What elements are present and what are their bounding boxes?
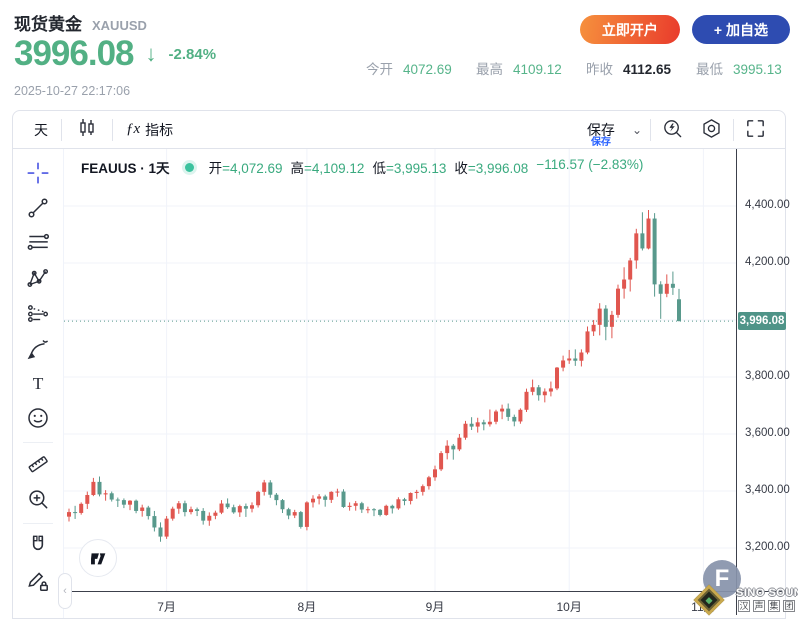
- time-axis-label: 10月: [556, 600, 582, 614]
- candlestick-style-icon: [75, 116, 99, 143]
- stat-high: 最高 4109.12: [476, 62, 562, 77]
- toolbar-divider: [61, 118, 62, 141]
- svg-text:T: T: [33, 374, 44, 393]
- time-axis-border: [64, 591, 787, 592]
- sidebar-tool-zoom-in[interactable]: [19, 483, 57, 518]
- sidebar-tool-crosshair[interactable]: [19, 157, 57, 192]
- legend-symbol: FEAUUS · 1天: [81, 161, 170, 176]
- time-axis-label: 7月: [157, 600, 176, 614]
- current-price-badge: 3,996.08: [738, 312, 786, 331]
- header-buttons: 立即开户 + 加自选: [579, 15, 790, 44]
- fib-retracement-icon: [25, 230, 51, 259]
- sidebar-tool-fib-retracement[interactable]: [19, 227, 57, 262]
- chart-style-button[interactable]: [64, 112, 110, 147]
- draw-lock-icon: [25, 567, 51, 596]
- chart-legend[interactable]: FEAUUS · 1天 开=4,072.69 高=4,109.12 低=3,99…: [81, 157, 643, 177]
- price-axis[interactable]: 4,400.00 4,200.00 3,800.00 3,600.00 3,400.00…: [737, 149, 790, 591]
- market-status-dot: [184, 162, 194, 172]
- candlestick-series: [67, 209, 681, 542]
- instrument-name: 现货黄金: [14, 15, 82, 34]
- sidebar-tool-draw-lock[interactable]: [19, 564, 57, 599]
- legend-ohlc: 开=4,072.69 高=4,109.12 低=3,995.13 收=3,996…: [208, 157, 644, 176]
- time-axis-label: 11月: [691, 600, 716, 614]
- price-axis-label: 4,200.00: [745, 256, 790, 268]
- sidebar-tool-brush[interactable]: [19, 332, 57, 367]
- legend-change: −116.57 (−2.83%): [536, 157, 644, 172]
- stat-open: 今开 4072.69: [366, 62, 452, 77]
- trend-line-icon: [25, 195, 51, 224]
- tradingview-logo[interactable]: [79, 539, 117, 577]
- fullscreen-button[interactable]: [736, 114, 775, 146]
- price-axis-border: [736, 149, 737, 615]
- chart-main: FEAUUS · 1天 开=4,072.69 高=4,109.12 低=3,99…: [64, 149, 736, 591]
- quick-search-button[interactable]: [653, 114, 692, 146]
- sidebar-divider: [23, 442, 53, 443]
- brush-icon: [25, 335, 51, 364]
- xabcd-pattern-icon: [25, 265, 51, 294]
- toolbar-right: 保存 保存 ⌄: [576, 114, 775, 148]
- open-account-button[interactable]: 立即开户: [579, 15, 680, 44]
- save-hint-label: 保存: [590, 136, 611, 148]
- drawing-tools-rail: T: [13, 149, 64, 618]
- forecast-icon: [25, 300, 51, 329]
- zoom-in-icon: [25, 486, 51, 515]
- stat-low: 最低 3995.13: [696, 62, 782, 77]
- time-axis-label: 8月: [297, 600, 317, 614]
- grid-lines: [64, 149, 736, 591]
- interval-button[interactable]: 天: [34, 121, 48, 138]
- toolbar-divider: [733, 118, 734, 141]
- price-axis-label: 4,400.00: [745, 199, 790, 211]
- fullscreen-icon: [744, 117, 767, 143]
- sidebar-collapse-handle[interactable]: ‹: [58, 573, 72, 609]
- sidebar-tool-magnet[interactable]: [19, 529, 57, 564]
- chart-toolbar: 天 ƒx 指标 保存 保存 ⌄: [13, 111, 785, 149]
- emoji-icon: [25, 405, 51, 434]
- crosshair-icon: [25, 160, 51, 189]
- toolbar-divider: [650, 118, 651, 141]
- text-tool-icon: T: [25, 370, 51, 399]
- price-axis-label: 3,800.00: [745, 370, 790, 382]
- sidebar-divider: [23, 523, 53, 524]
- quote-stats: 今开 4072.69 最高 4109.12 昨收 4112.65 最低 3995…: [366, 58, 792, 78]
- sidebar-tool-forecast[interactable]: [19, 297, 57, 332]
- quick-search-icon: [661, 117, 684, 143]
- toolbar-divider: [112, 118, 113, 141]
- sidebar-tool-trend-line[interactable]: [19, 192, 57, 227]
- ruler-icon: [25, 451, 51, 480]
- instrument-title: 现货黄金 XAUUSD: [14, 10, 147, 35]
- quote-timestamp: 2025-10-27 22:17:06: [14, 84, 131, 98]
- header: 现货黄金 XAUUSD 3996.08 ↓ -2.84% 2025-10-27 …: [0, 0, 798, 110]
- sidebar-tool-xabcd-pattern[interactable]: [19, 262, 57, 297]
- price-row: 3996.08 ↓ -2.84%: [14, 34, 216, 74]
- chart-canvas[interactable]: [64, 149, 736, 591]
- sidebar-tool-emoji[interactable]: [19, 402, 57, 437]
- settings-button[interactable]: [692, 114, 731, 146]
- chart-container: 天 ƒx 指标 保存 保存 ⌄: [12, 110, 790, 619]
- change-percent: -2.84%: [168, 45, 217, 63]
- indicators-button[interactable]: ƒx 指标: [126, 121, 174, 138]
- gear-icon: [700, 117, 723, 143]
- fx-icon: ƒx: [126, 121, 141, 137]
- stat-prev-close: 昨收 4112.65: [586, 62, 672, 77]
- time-axis-label: 9月: [425, 600, 445, 614]
- price-axis-label: 3,600.00: [745, 427, 790, 439]
- sidebar-tool-ruler[interactable]: [19, 448, 57, 483]
- last-price: 3996.08: [14, 34, 135, 73]
- instrument-symbol: XAUUSD: [92, 18, 147, 33]
- add-watchlist-button[interactable]: + 加自选: [691, 15, 790, 44]
- save-button[interactable]: 保存 保存: [586, 121, 615, 148]
- save-chevron-down-icon[interactable]: ⌄: [631, 122, 642, 137]
- time-axis[interactable]: 7月 8月 9月 10月 11月: [64, 592, 736, 619]
- magnet-icon: [25, 532, 51, 561]
- sidebar-tool-text-tool[interactable]: T: [19, 367, 57, 402]
- price-axis-label: 3,200.00: [745, 541, 790, 553]
- down-arrow-icon: ↓: [145, 41, 157, 66]
- price-axis-label: 3,400.00: [745, 484, 790, 496]
